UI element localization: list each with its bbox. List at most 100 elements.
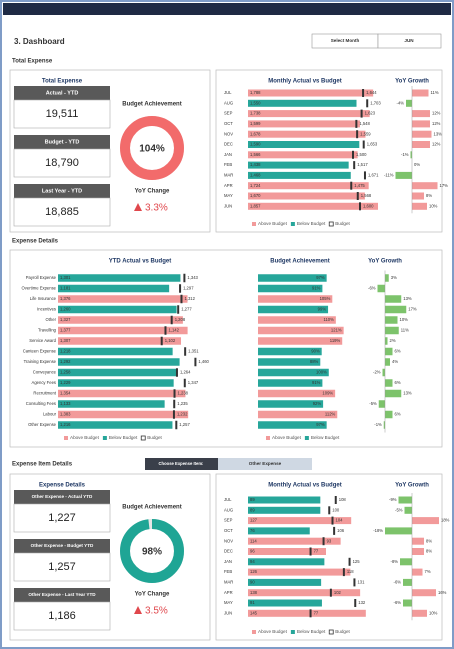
value-label: -11% [384, 173, 394, 178]
value-label: 13% [403, 391, 412, 396]
kpi-value-box [13, 503, 111, 533]
legend-swatch [304, 436, 309, 440]
actual-bar [58, 379, 174, 387]
budget-label: 77 [314, 549, 319, 554]
actual-bar [248, 161, 349, 169]
category-label: Canteen Expense [23, 349, 57, 354]
yoy-value: 3.5% [145, 606, 168, 617]
budget-marker [309, 547, 312, 556]
kpi-value: 18,790 [45, 157, 79, 169]
category-label: Agency Fees [32, 380, 56, 385]
legend-label: Below Budget [297, 221, 326, 226]
actual-bar [58, 368, 177, 377]
actual-label: 1,218 [60, 349, 71, 354]
value-label: -6% [394, 600, 402, 605]
legend-label: Budget [147, 435, 162, 440]
kpi-value-box [13, 197, 111, 227]
chart-title: Monthly Actual vs Budget [268, 483, 341, 489]
legend-label: Above Budget [272, 435, 302, 440]
actual-label: 1,468 [250, 173, 261, 178]
bar [383, 421, 385, 429]
panel-title: Total Expense [42, 79, 83, 85]
budget-marker [329, 588, 332, 597]
actual-label: 90 [250, 580, 255, 585]
bar [385, 305, 407, 314]
section-title: Total Expense [12, 59, 53, 65]
category-label: Incentives [37, 307, 56, 312]
budget-marker [172, 410, 175, 419]
actual-bar [248, 99, 357, 107]
value-label: 8% [426, 193, 432, 198]
value-label: -1% [401, 152, 409, 157]
budget-marker [175, 420, 178, 430]
donut-label: 98% [142, 547, 162, 558]
bar [385, 347, 393, 356]
bar [385, 274, 389, 282]
bar [385, 527, 412, 535]
kpi-label: Budget - YTD [45, 139, 80, 145]
value-label: 10% [429, 203, 438, 208]
actual-label: 1,354 [60, 391, 71, 396]
value-label: -6% [394, 580, 402, 585]
category-label: Consulting Fees [26, 401, 56, 406]
actual-bar [248, 517, 352, 525]
value-label: 0% [414, 162, 420, 167]
bar [258, 337, 343, 345]
budget-label: 125 [353, 559, 361, 564]
month-dropdown[interactable] [377, 33, 442, 49]
chart-title: YTD Actual vs Budget [109, 259, 171, 265]
category-label: Conveyance [33, 370, 57, 375]
budget-marker [331, 516, 334, 525]
budget-label: 1,644 [366, 90, 377, 95]
up-arrow [134, 203, 142, 211]
actual-label: 1,670 [250, 193, 261, 198]
actual-label: 127 [250, 518, 258, 523]
bar [412, 548, 424, 555]
budget-marker [362, 140, 365, 149]
budget-marker [333, 526, 336, 535]
budget-marker [359, 202, 361, 211]
value-label: 99% [318, 307, 327, 312]
value-label: 119% [330, 338, 341, 343]
value-label: 12% [432, 121, 441, 126]
actual-label: 1,301 [60, 275, 71, 280]
bar [258, 274, 327, 282]
actual-bar [58, 316, 183, 324]
actual-label: 126 [250, 569, 258, 574]
value-label: 11% [401, 328, 409, 333]
value-label: 6% [395, 380, 401, 385]
budget-label: 1,351 [188, 349, 199, 354]
actual-bar [248, 599, 322, 607]
budget-label: 1,235 [177, 401, 188, 406]
actual-bar [58, 347, 173, 356]
bar [412, 517, 439, 525]
category-label: OCT [224, 528, 233, 533]
budget-marker [356, 192, 359, 200]
actual-label: 145 [250, 610, 258, 615]
item-selector[interactable] [218, 458, 312, 470]
category-label: Travelling [38, 328, 57, 333]
legend-label: Above Budget [258, 629, 288, 634]
budget-marker [160, 336, 163, 346]
actual-label: 114 [250, 538, 257, 543]
category-label: NOV [224, 131, 233, 136]
value-label: 7% [425, 569, 431, 574]
budget-label: 1,277 [181, 307, 192, 312]
category-label: MAY [224, 193, 233, 198]
donut-arc [120, 519, 184, 583]
value-label: 97% [316, 275, 325, 280]
bar [258, 305, 329, 314]
bar [412, 182, 438, 190]
bar [385, 358, 390, 366]
budget-marker [183, 273, 186, 283]
budget-label: 93 [327, 538, 332, 543]
budget-marker [164, 326, 167, 335]
budget-marker [184, 347, 187, 356]
bar [400, 558, 412, 566]
actual-bar [248, 130, 366, 138]
legend-swatch [328, 221, 334, 227]
actual-label: 1,590 [250, 142, 261, 147]
budget-marker [173, 399, 176, 409]
budget-label: 102 [334, 590, 342, 595]
value-label: -1% [374, 422, 382, 427]
